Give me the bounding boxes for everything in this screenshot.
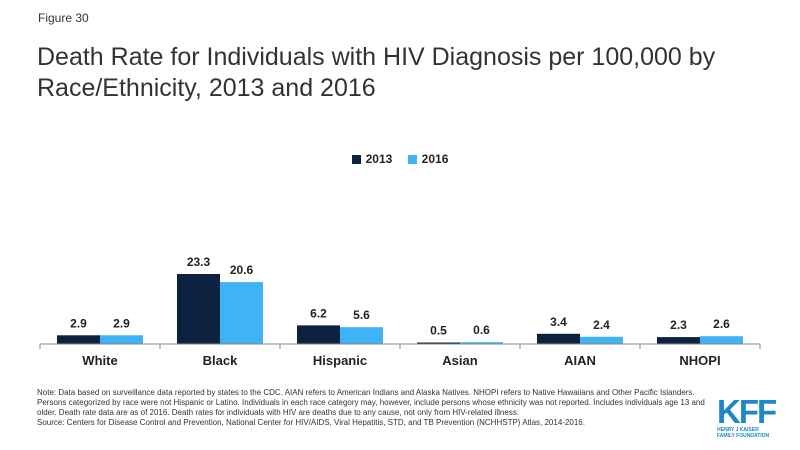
data-label-aian-2016: 2.4 (593, 318, 610, 332)
bar-asian-2016 (460, 342, 503, 344)
x-tick-label-white: White (82, 353, 117, 368)
logo-line-1: HENRY J KAISER (717, 427, 759, 433)
kff-logo: KFF HENRY J KAISER FAMILY FOUNDATION (717, 393, 777, 439)
legend-swatch-2013 (351, 154, 361, 164)
legend-label-2016: 2016 (421, 152, 449, 166)
data-label-hispanic-2016: 5.6 (353, 308, 370, 322)
x-tick-label-asian: Asian (442, 353, 477, 368)
figure-label: Figure 30 (38, 11, 89, 25)
bar-asian-2013 (417, 342, 460, 344)
logo-mark: KFF (717, 393, 777, 430)
data-label-hispanic-2013: 6.2 (310, 306, 327, 320)
legend: 2013 2016 (0, 152, 800, 167)
data-label-aian-2013: 3.4 (550, 315, 567, 329)
bar-nhopi-2013 (657, 337, 700, 344)
legend-label-2013: 2013 (365, 152, 393, 166)
bar-black-2013 (177, 274, 220, 344)
legend-item-2016: 2016 (407, 152, 449, 166)
footnotes: Note: Data based on surveillance data re… (37, 388, 705, 428)
data-label-white-2016: 2.9 (113, 316, 130, 330)
bar-hispanic-2016 (340, 327, 383, 344)
bar-white-2016 (100, 335, 143, 344)
data-label-nhopi-2013: 2.3 (670, 318, 687, 332)
legend-swatch-2016 (407, 154, 417, 164)
data-label-white-2013: 2.9 (70, 316, 87, 330)
x-tick-label-nhopi: NHOPI (679, 353, 720, 368)
chart-title: Death Rate for Individuals with HIV Diag… (37, 43, 716, 102)
x-tick-label-black: Black (203, 353, 238, 368)
bar-nhopi-2016 (700, 336, 743, 344)
logo-line-2: FAMILY FOUNDATION (717, 433, 770, 439)
data-label-black-2013: 23.3 (187, 255, 211, 269)
bar-white-2013 (57, 335, 100, 344)
data-label-asian-2016: 0.6 (473, 323, 490, 337)
bar-black-2016 (220, 282, 263, 344)
source-text: Source: Centers for Disease Control and … (37, 418, 585, 427)
data-label-nhopi-2016: 2.6 (713, 317, 730, 331)
x-tick-label-hispanic: Hispanic (313, 353, 367, 368)
bar-hispanic-2013 (297, 325, 340, 344)
bar-aian-2016 (580, 336, 623, 344)
note-text: Note: Data based on surveillance data re… (37, 388, 705, 417)
data-label-black-2016: 20.6 (230, 263, 254, 277)
data-label-asian-2013: 0.5 (430, 323, 447, 337)
legend-item-2013: 2013 (351, 152, 393, 166)
bar-aian-2013 (537, 333, 580, 344)
x-tick-label-aian: AIAN (564, 353, 596, 368)
